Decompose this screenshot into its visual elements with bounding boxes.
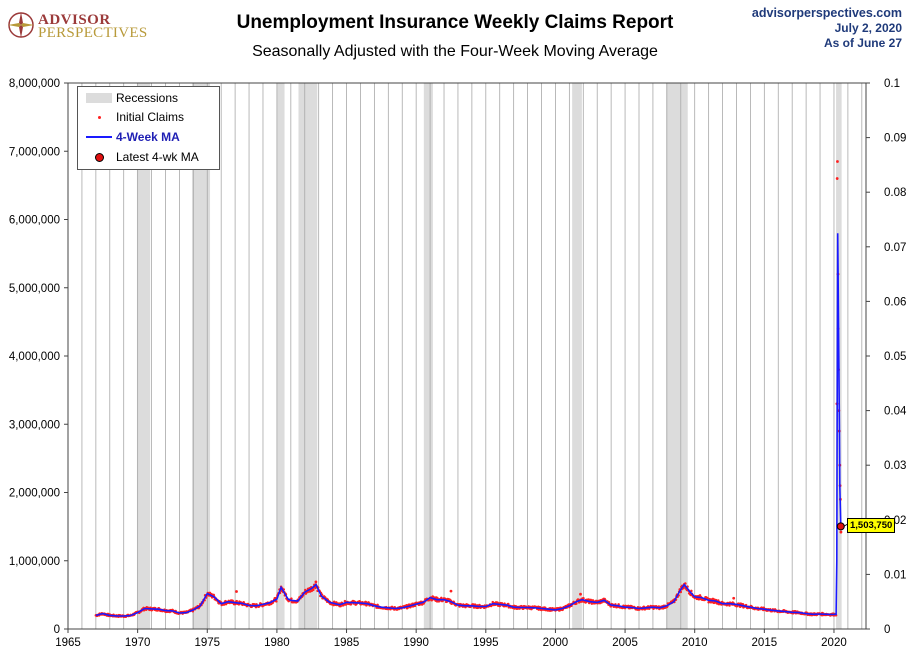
y2-tick-label: 0.08 — [884, 187, 906, 199]
y2-tick-label: 0 — [884, 624, 890, 636]
as-of-date: As of June 27 — [823, 36, 902, 50]
recession-band — [136, 83, 151, 629]
x-tick-label: 1970 — [125, 637, 151, 649]
initial-claims-point — [836, 160, 839, 163]
y2-tick-label: 0.07 — [884, 242, 906, 254]
initial-claims-point — [839, 530, 843, 534]
y-tick-label: 2,000,000 — [9, 488, 60, 500]
initial-claims-point — [290, 597, 293, 600]
x-tick-label: 1975 — [194, 637, 220, 649]
y-tick-label: 3,000,000 — [9, 419, 60, 431]
initial-claims-point — [590, 602, 594, 605]
latest-swatch — [86, 152, 112, 162]
initial-claims-point — [473, 603, 477, 606]
y-tick-label: 8,000,000 — [9, 78, 60, 90]
y2-tick-label: 0.04 — [884, 406, 907, 418]
logo-line2: PERSPECTIVES — [38, 25, 148, 41]
legend-label-latest: Latest 4-wk MA — [116, 150, 199, 164]
legend-item-latest: Latest 4-wk MA — [78, 149, 219, 165]
x-tick-label: 1990 — [403, 637, 429, 649]
source-info: advisorperspectives.com July 2, 2020 As … — [752, 6, 902, 51]
initial-claims-point — [235, 599, 238, 603]
chart-subtitle: Seasonally Adjusted with the Four-Week M… — [252, 43, 658, 60]
x-tick-label: 1980 — [264, 637, 290, 649]
x-tick-label: 2000 — [543, 637, 569, 649]
x-tick-label: 1985 — [334, 637, 360, 649]
x-tick-label: 1965 — [55, 637, 81, 649]
initial-claims-point — [498, 604, 501, 608]
compass-rose-icon — [8, 12, 34, 38]
initial-claims-point — [312, 588, 315, 592]
y-tick-label: 1,000,000 — [9, 556, 60, 568]
y-tick-label: 7,000,000 — [9, 146, 60, 158]
initial-claims-point — [304, 592, 308, 595]
ma-swatch — [86, 132, 112, 142]
initial-claims-point — [582, 596, 585, 600]
ma-series-line — [95, 233, 842, 617]
x-tick-label: 2005 — [612, 637, 638, 649]
y2-tick-label: 0.05 — [884, 351, 906, 363]
report-date: July 2, 2020 — [834, 21, 902, 35]
initial-claims-point — [235, 590, 238, 593]
logo: ADVISOR PERSPECTIVES — [6, 6, 148, 46]
x-tick-label: 2015 — [752, 637, 778, 649]
y2-tick-label: 0.01 — [884, 569, 906, 581]
y2-tick-label: 0.09 — [884, 133, 906, 145]
initial-claims-point — [275, 600, 278, 603]
y2-tick-label: 0.06 — [884, 296, 906, 308]
y2-tick-label: 0.1 — [884, 78, 900, 90]
latest-ma-marker — [836, 522, 845, 531]
initial-claims-point — [449, 589, 453, 593]
chart-title: Unemployment Insurance Weekly Claims Rep… — [236, 12, 674, 33]
initial-claims-point — [364, 600, 368, 604]
recession-band — [276, 83, 285, 629]
chart-legend: Recessions Initial Claims 4-Week MA Late… — [77, 86, 220, 170]
initial-claims-point — [732, 596, 736, 600]
latest-value-callout: 1,503,750 — [847, 518, 896, 533]
initial-claims-point — [349, 603, 353, 606]
legend-label-initial-claims: Initial Claims — [116, 110, 185, 124]
x-tick-label: 2020 — [821, 637, 847, 649]
initial-claims-swatch — [86, 112, 112, 122]
source-site: advisorperspectives.com — [751, 6, 902, 20]
logo-line1: ADVISOR — [38, 12, 111, 28]
legend-item-ma: 4-Week MA — [78, 129, 219, 145]
initial-claims-point — [440, 596, 443, 600]
initial-claims-point — [314, 580, 318, 584]
legend-label-recessions: Recessions — [116, 91, 179, 105]
initial-claims-point — [579, 592, 582, 596]
y-tick-label: 0 — [54, 624, 60, 636]
recession-band — [572, 83, 582, 629]
x-tick-label: 2010 — [682, 637, 708, 649]
legend-label-ma: 4-Week MA — [116, 130, 180, 144]
legend-item-initial-claims: Initial Claims — [78, 109, 219, 125]
initial-claims-point — [431, 595, 435, 598]
initial-claims-point — [376, 603, 379, 607]
initial-claims-point — [835, 177, 839, 180]
y2-tick-label: 0.03 — [884, 460, 906, 472]
recession-band — [191, 83, 211, 629]
callout-leader — [843, 524, 848, 527]
initial-claims-point — [698, 594, 702, 597]
initial-claims-point — [343, 599, 347, 603]
initial-claims-point — [728, 604, 731, 607]
recession-band — [666, 83, 688, 629]
recession-swatch — [86, 93, 112, 103]
initial-claims-point — [491, 600, 495, 604]
recession-band — [423, 83, 433, 629]
recession-band — [298, 83, 318, 629]
x-tick-label: 1995 — [473, 637, 499, 649]
legend-item-recessions: Recessions — [78, 90, 219, 106]
y-tick-label: 5,000,000 — [9, 283, 60, 295]
y-tick-label: 4,000,000 — [9, 351, 60, 363]
y-tick-label: 6,000,000 — [9, 215, 60, 227]
